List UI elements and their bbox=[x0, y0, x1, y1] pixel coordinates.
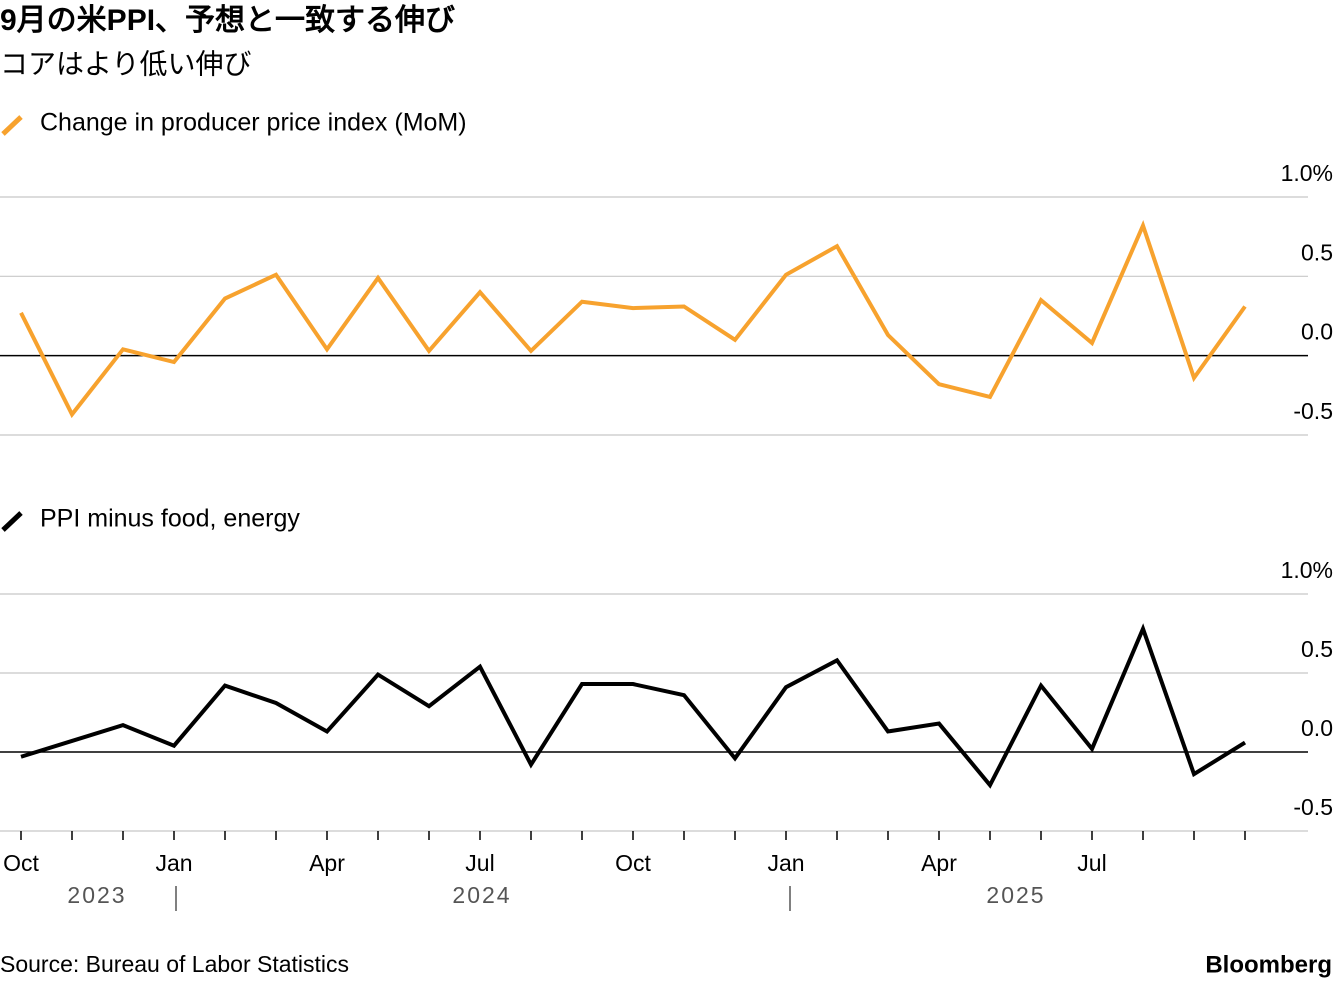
source: Source: Bureau of Labor Statistics bbox=[0, 951, 349, 977]
legend-swatch bbox=[1, 511, 23, 532]
y-tick-label: 1.0% bbox=[1281, 557, 1333, 583]
y-tick-label: 0.5 bbox=[1301, 636, 1333, 662]
legend-label: Change in producer price index (MoM) bbox=[40, 109, 467, 137]
x-tick-label: Jan bbox=[155, 850, 192, 876]
x-tick-label: Oct bbox=[615, 850, 651, 876]
x-tick-label: Jan bbox=[767, 850, 804, 876]
x-tick-label: Apr bbox=[921, 850, 957, 876]
y-tick-label: 1.0% bbox=[1281, 160, 1333, 186]
brand: Bloomberg bbox=[1205, 951, 1332, 978]
x-tick-label: Apr bbox=[309, 850, 345, 876]
chart-title: 9月の米PPI、予想と一致する伸び bbox=[0, 4, 455, 37]
line-series bbox=[20, 623, 1247, 789]
y-tick-label: -0.5 bbox=[1293, 794, 1333, 820]
year-label: 2023 bbox=[67, 882, 126, 908]
year-label: 2025 bbox=[986, 882, 1045, 908]
y-tick-label: 0.0 bbox=[1301, 319, 1333, 345]
legend-swatch bbox=[1, 115, 23, 136]
legend-label: PPI minus food, energy bbox=[40, 505, 300, 533]
line-series bbox=[19, 219, 1247, 419]
x-tick-label: Jul bbox=[1077, 850, 1106, 876]
year-label: 2024 bbox=[452, 882, 511, 908]
y-tick-label: 0.5 bbox=[1301, 239, 1333, 265]
x-tick-label: Oct bbox=[3, 850, 39, 876]
y-tick-label: 0.0 bbox=[1301, 715, 1333, 741]
x-tick-label: Jul bbox=[465, 850, 494, 876]
chart-subtitle: コアはより低い伸び bbox=[0, 48, 251, 79]
y-tick-label: -0.5 bbox=[1293, 398, 1333, 424]
